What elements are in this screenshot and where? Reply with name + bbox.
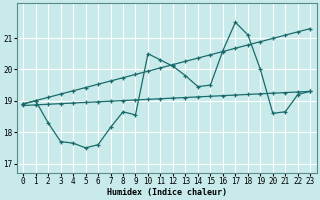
X-axis label: Humidex (Indice chaleur): Humidex (Indice chaleur) xyxy=(107,188,227,197)
